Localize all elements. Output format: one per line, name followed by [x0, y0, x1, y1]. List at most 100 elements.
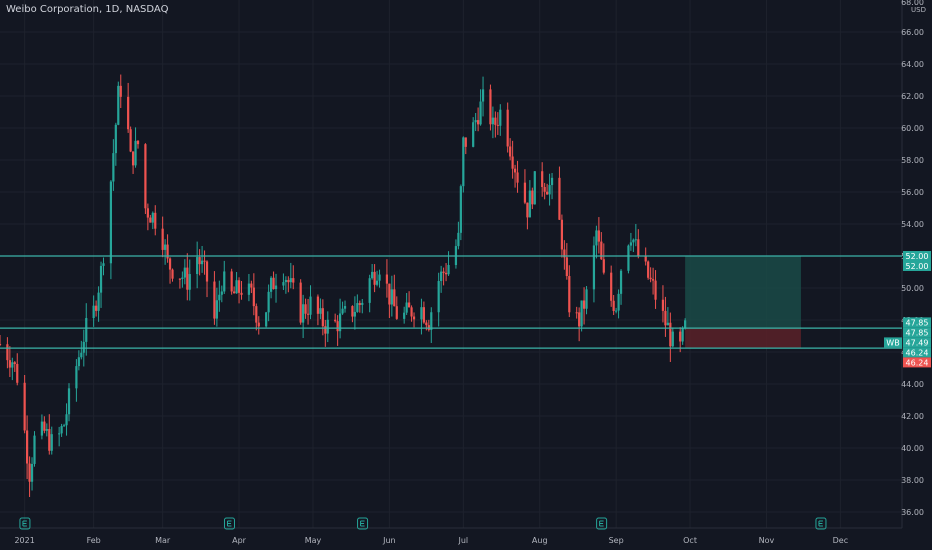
- candle-body: [8, 360, 11, 368]
- candle-body: [28, 463, 31, 482]
- earnings-icon-frame: [19, 517, 31, 530]
- candle-body: [289, 278, 292, 283]
- y-tick-label: 58.00: [901, 156, 924, 165]
- candle-body: [617, 293, 620, 311]
- candle-body: [220, 291, 223, 295]
- candle-body: [543, 186, 546, 192]
- candle-body: [388, 283, 391, 305]
- candle-body: [13, 362, 16, 364]
- price-badge: [903, 251, 931, 261]
- candle-body: [166, 244, 169, 259]
- candle-body: [403, 312, 406, 319]
- candle-body: [513, 168, 517, 173]
- candle-body: [541, 171, 544, 187]
- candle-body: [356, 303, 359, 312]
- candle-body: [560, 219, 564, 250]
- candle-body: [568, 276, 571, 313]
- candle-body: [269, 277, 273, 292]
- candle-body: [274, 285, 278, 290]
- candle-body: [474, 120, 477, 123]
- y-tick-label: 50.00: [901, 284, 924, 293]
- candle-body: [213, 281, 216, 319]
- candle-body: [353, 311, 356, 317]
- y-tick-label: 66.00: [901, 28, 924, 37]
- candle-body: [464, 137, 467, 147]
- candle-body: [499, 109, 502, 126]
- candle-body: [0, 344, 2, 345]
- x-tick-label: Dec: [833, 536, 848, 545]
- candle-body: [321, 308, 324, 327]
- candle-body: [257, 322, 260, 327]
- candle-body: [371, 271, 374, 279]
- candle-body: [250, 283, 253, 288]
- candle-body: [299, 282, 302, 323]
- candle-body: [634, 239, 637, 241]
- candle-body: [479, 101, 482, 125]
- candle-body: [97, 292, 100, 311]
- candle-body: [644, 255, 647, 262]
- candle-body: [58, 433, 61, 435]
- time-axis[interactable]: 2021 Feb Mar Apr May Jun Jul Aug Sep Oct Nov Dec: [14, 536, 848, 545]
- candle-body: [255, 306, 258, 323]
- candle-body: [200, 260, 204, 265]
- candle-body: [528, 190, 531, 218]
- candle-body: [444, 272, 448, 275]
- earnings-icon[interactable]: [596, 517, 608, 530]
- candle-body: [563, 249, 566, 258]
- price-badge-label: 52.00: [906, 262, 929, 271]
- earnings-icon[interactable]: [357, 517, 369, 530]
- candle-body: [637, 239, 640, 256]
- candle-body: [629, 242, 633, 246]
- candle-body: [306, 313, 310, 315]
- candle-body: [496, 124, 499, 126]
- candle-body: [282, 282, 285, 286]
- candle-body: [526, 202, 529, 218]
- candle-body: [619, 270, 623, 294]
- candle-body: [218, 294, 221, 301]
- candle-body: [23, 382, 26, 431]
- candle-body: [459, 186, 462, 233]
- candle-body: [410, 307, 413, 317]
- candle-body: [62, 425, 66, 427]
- candle-body: [375, 280, 379, 285]
- earnings-icon[interactable]: [815, 517, 827, 530]
- candle-body: [684, 320, 687, 328]
- candle-body: [102, 263, 105, 266]
- candle-body: [649, 277, 652, 280]
- y-tick-label: 60.00: [901, 124, 924, 133]
- candle-body: [316, 296, 320, 314]
- candle-body: [50, 434, 53, 451]
- candle-body: [48, 429, 51, 451]
- candle-body: [302, 304, 305, 323]
- symbol-badge-label: WB: [886, 338, 899, 347]
- candle-body: [186, 267, 189, 290]
- candle-body: [615, 310, 618, 312]
- candle-body: [597, 230, 600, 242]
- earnings-icon[interactable]: [223, 517, 235, 530]
- position-zones: [685, 256, 801, 349]
- candle-body: [65, 414, 68, 426]
- candle-body: [265, 312, 268, 327]
- candle-body: [592, 245, 596, 290]
- candle-body: [489, 89, 492, 125]
- candle-body: [627, 245, 630, 271]
- candle-body: [161, 228, 164, 250]
- earnings-icon[interactable]: [19, 517, 31, 530]
- y-tick-label: 54.00: [901, 220, 924, 229]
- candle-body: [151, 212, 154, 223]
- candle-body: [109, 181, 113, 264]
- candle-body: [304, 304, 307, 314]
- candle-body: [237, 280, 241, 293]
- candle-body: [679, 331, 682, 342]
- candle-body: [533, 171, 536, 205]
- candle-body: [442, 271, 445, 273]
- horizontal-levels: [0, 255, 902, 349]
- candle-body: [506, 109, 509, 147]
- earnings-icon-frame: [596, 517, 608, 530]
- candle-body: [233, 291, 236, 294]
- candle-body: [427, 325, 430, 330]
- candle-body: [338, 313, 342, 332]
- candle-body: [664, 310, 667, 326]
